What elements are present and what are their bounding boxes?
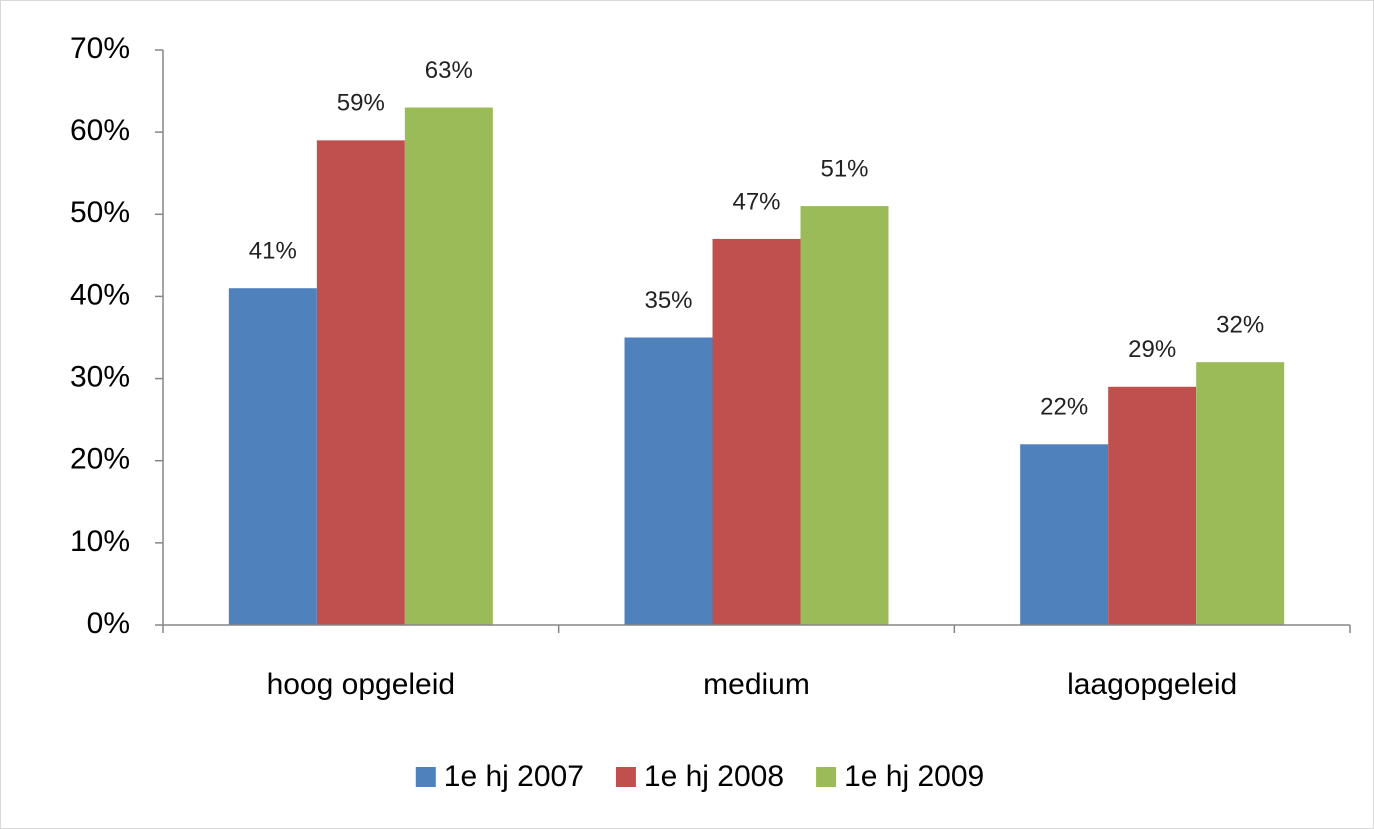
x-tick-label: medium — [703, 668, 810, 701]
bar — [800, 206, 889, 626]
data-label: 63% — [425, 57, 473, 84]
legend-label: 1e hj 2007 — [444, 760, 584, 793]
data-label: 51% — [820, 155, 868, 182]
y-tick-label: 20% — [70, 443, 130, 476]
bar — [1196, 362, 1285, 625]
data-label: 47% — [732, 188, 780, 215]
bar — [316, 140, 405, 625]
y-tick-label: 0% — [87, 607, 130, 640]
data-label: 41% — [249, 238, 297, 265]
bar — [1108, 386, 1197, 625]
data-label: 22% — [1040, 394, 1088, 421]
y-tick-label: 10% — [70, 525, 130, 558]
legend-swatch — [615, 767, 636, 787]
legend-label: 1e hj 2009 — [844, 760, 984, 793]
data-label: 32% — [1216, 311, 1264, 338]
bar — [712, 238, 801, 625]
y-tick-label: 60% — [70, 114, 130, 147]
legend-swatch — [816, 767, 837, 787]
x-tick-label: hoog opgeleid — [267, 668, 456, 701]
y-tick-label: 50% — [70, 196, 130, 229]
bar — [228, 288, 317, 625]
x-tick-label: laagopgeleid — [1067, 668, 1237, 701]
y-tick-label: 70% — [70, 32, 130, 65]
data-label: 35% — [644, 287, 692, 314]
legend-swatch — [415, 767, 436, 787]
bar — [624, 337, 713, 625]
bar — [404, 107, 493, 625]
y-tick-label: 40% — [70, 278, 130, 311]
legend-label: 1e hj 2008 — [644, 760, 784, 793]
data-label: 59% — [337, 90, 385, 117]
bar — [1020, 444, 1109, 625]
data-label: 29% — [1128, 336, 1176, 363]
y-tick-label: 30% — [70, 360, 130, 393]
